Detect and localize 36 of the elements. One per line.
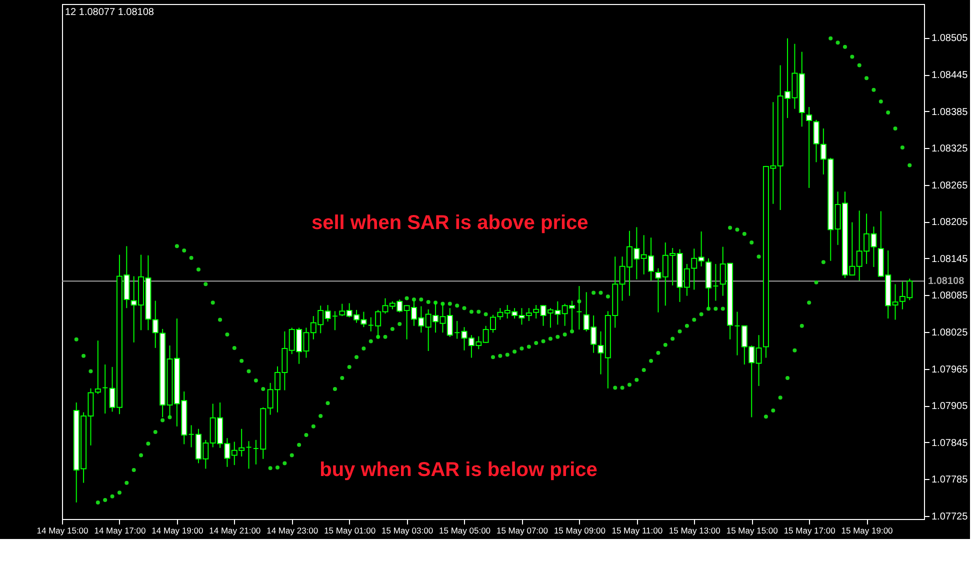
annotation: buy when SAR is below price xyxy=(320,459,598,482)
x-tick-label: 14 May 15:00 xyxy=(36,526,89,536)
y-tick-label: 1.08325 xyxy=(932,144,968,155)
x-tick-label: 14 May 19:00 xyxy=(152,526,204,536)
y-tick-label: 1.07965 xyxy=(932,364,968,376)
y-tick-label: 1.08145 xyxy=(932,254,968,265)
candlestick xyxy=(806,106,812,188)
x-tick-label: 15 May 09:00 xyxy=(554,526,606,536)
y-tick-label: 1.08025 xyxy=(932,328,968,339)
x-tick-label: 15 May 15:00 xyxy=(726,526,778,536)
y-tick-label: 1.07725 xyxy=(932,511,968,522)
annotation: 12 1.08077 1.08108 xyxy=(65,7,154,18)
x-tick-label: 14 May 17:00 xyxy=(94,526,146,536)
x-tick-label: 14 May 21:00 xyxy=(209,526,261,536)
x-tick-label: 15 May 19:00 xyxy=(841,526,894,536)
annotation: sell when SAR is above price xyxy=(312,212,588,234)
y-tick-label: 1.07845 xyxy=(932,438,968,449)
x-tick-label: 15 May 07:00 xyxy=(496,526,548,536)
x-tick-label: 15 May 01:00 xyxy=(324,526,376,536)
y-tick-label: 1.08445 xyxy=(932,70,968,82)
y-tick-label: 1.07785 xyxy=(932,474,968,486)
y-tick-label: 1.08085 xyxy=(932,290,968,302)
x-tick-label: 15 May 03:00 xyxy=(382,526,434,536)
y-tick-label: 1.08505 xyxy=(932,33,968,44)
x-tick-label: 14 May 23:00 xyxy=(266,526,318,536)
x-tick-label: 15 May 11:00 xyxy=(612,526,663,536)
candlestick xyxy=(246,440,252,470)
ref-line-label: 1.08108 xyxy=(928,276,965,288)
y-tick-label: 1.08385 xyxy=(932,106,968,118)
x-tick-label: 15 May 05:00 xyxy=(439,526,491,536)
x-tick-label: 15 May 17:00 xyxy=(784,526,836,536)
candlestick xyxy=(102,364,108,414)
x-tick-label: 15 May 13:00 xyxy=(668,526,721,536)
y-tick-label: 1.07905 xyxy=(932,401,968,412)
y-tick-label: 1.08265 xyxy=(932,180,968,192)
y-tick-label: 1.08205 xyxy=(932,217,968,228)
